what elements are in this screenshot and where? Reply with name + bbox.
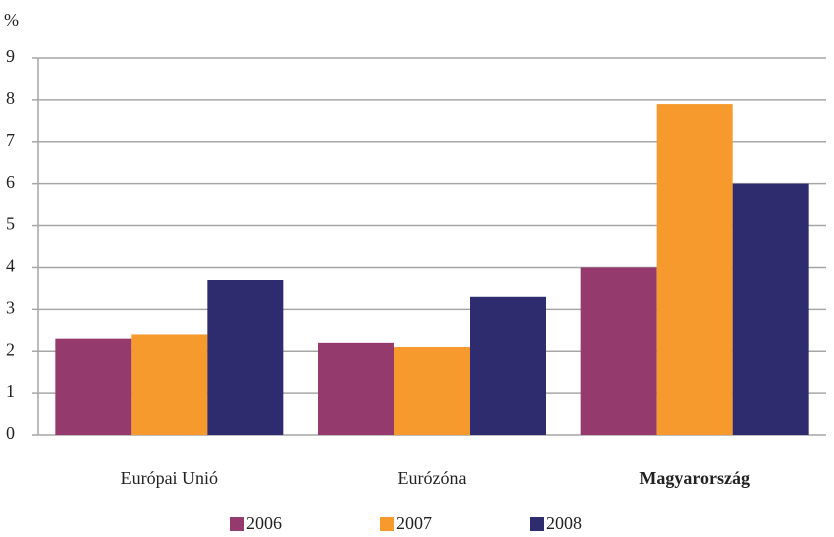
y-tick-label: 5 — [6, 214, 15, 234]
bar — [470, 296, 546, 435]
y-tick-label: 2 — [6, 339, 15, 359]
legend-label: 2006 — [246, 513, 282, 533]
x-tick-label: Európai Unió — [121, 468, 218, 488]
bar — [55, 338, 132, 435]
bar — [207, 280, 284, 435]
y-tick-label: 7 — [6, 130, 15, 150]
bar — [131, 334, 208, 435]
y-tick-label: 9 — [6, 46, 15, 66]
y-tick-label: 8 — [6, 88, 15, 108]
legend-label: 2007 — [396, 513, 432, 533]
bar — [732, 183, 809, 435]
y-axis-label: % — [4, 10, 19, 30]
bar — [394, 347, 470, 435]
y-tick-label: 3 — [6, 297, 15, 317]
y-tick-label: 0 — [6, 423, 15, 443]
bar — [656, 104, 733, 436]
x-tick-label: Eurózóna — [398, 468, 467, 488]
legend-swatch — [230, 517, 244, 531]
legend-swatch — [380, 517, 394, 531]
legend-swatch — [530, 517, 544, 531]
y-tick-label: 1 — [6, 381, 15, 401]
x-tick-label: Magyarország — [639, 468, 750, 488]
legend-label: 2008 — [546, 513, 582, 533]
bar — [580, 267, 657, 435]
y-tick-label: 4 — [6, 256, 15, 276]
bar — [318, 342, 394, 435]
y-tick-label: 6 — [6, 172, 15, 192]
